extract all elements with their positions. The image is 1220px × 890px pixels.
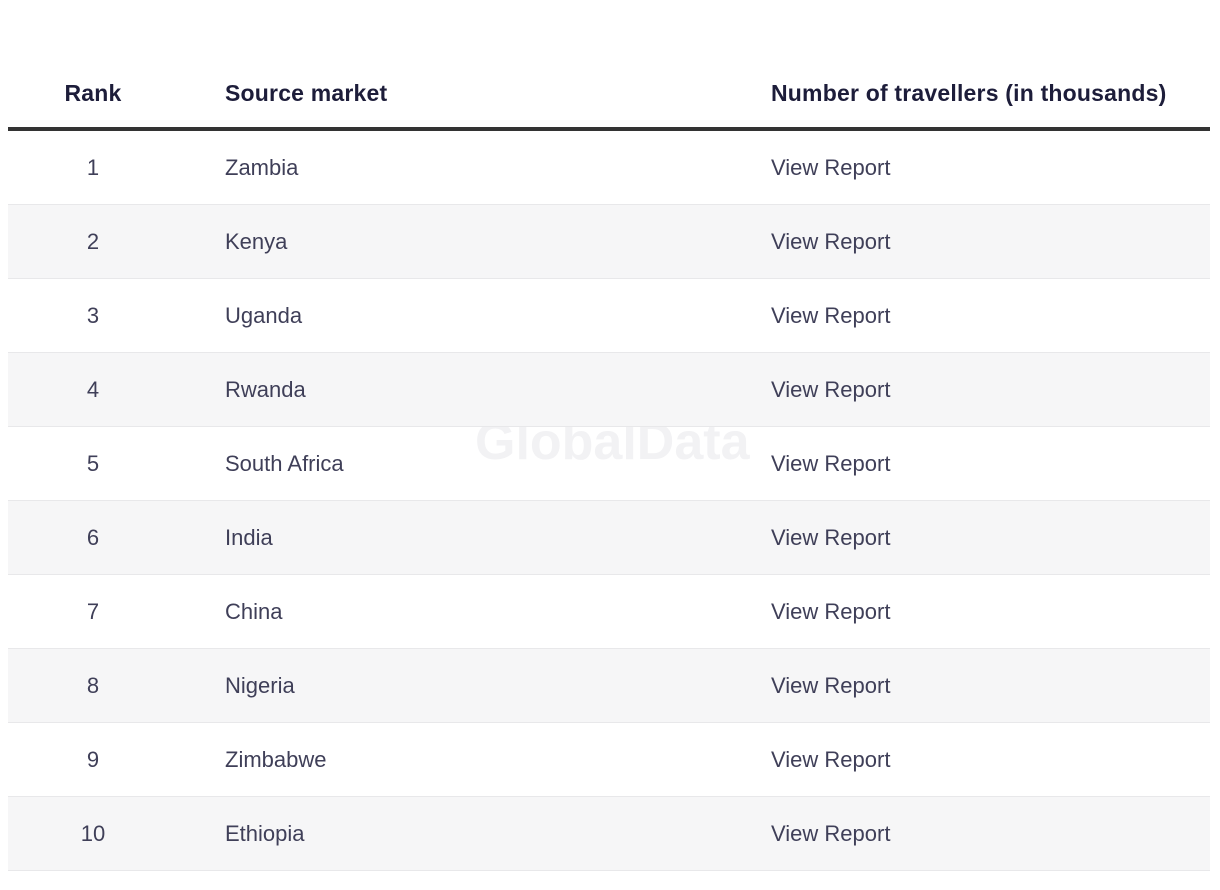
market-cell: Nigeria (178, 648, 716, 723)
rank-cell: 6 (8, 500, 178, 575)
column-header-travellers: Number of travellers (in thousands) (716, 60, 1210, 131)
market-cell: China (178, 574, 716, 649)
table-header: Rank Source market Number of travellers … (8, 60, 1210, 131)
view-report-link[interactable]: View Report (771, 672, 891, 698)
rank-cell: 2 (8, 204, 178, 279)
view-report-link[interactable]: View Report (771, 228, 891, 254)
value-cell: View Report (716, 426, 1210, 501)
market-cell: South Africa (178, 426, 716, 501)
value-cell: View Report (716, 500, 1210, 575)
market-cell: Ethiopia (178, 796, 716, 871)
value-cell: View Report (716, 722, 1210, 797)
rank-cell: 4 (8, 352, 178, 427)
value-cell: View Report (716, 204, 1210, 279)
rank-cell: 3 (8, 278, 178, 353)
table-row: 6 India View Report (8, 500, 1210, 575)
rank-cell: 9 (8, 722, 178, 797)
view-report-link[interactable]: View Report (771, 820, 891, 846)
table-row: 3 Uganda View Report (8, 278, 1210, 353)
market-cell: Zimbabwe (178, 722, 716, 797)
table-row: 4 Rwanda View Report (8, 352, 1210, 427)
column-header-rank: Rank (8, 60, 178, 131)
value-cell: View Report (716, 129, 1210, 205)
value-cell: View Report (716, 648, 1210, 723)
rank-cell: 1 (8, 129, 178, 205)
table-row: 2 Kenya View Report (8, 204, 1210, 279)
table-row: 10 Ethiopia View Report (8, 796, 1210, 871)
travellers-table: Rank Source market Number of travellers … (8, 60, 1210, 871)
value-cell: View Report (716, 352, 1210, 427)
market-cell: Kenya (178, 204, 716, 279)
value-cell: View Report (716, 278, 1210, 353)
rank-cell: 7 (8, 574, 178, 649)
value-cell: View Report (716, 796, 1210, 871)
view-report-link[interactable]: View Report (771, 302, 891, 328)
table-row: 8 Nigeria View Report (8, 648, 1210, 723)
rank-cell: 10 (8, 796, 178, 871)
table-body: 1 Zambia View Report 2 Kenya View Report… (8, 129, 1210, 871)
table-row: 5 South Africa View Report (8, 426, 1210, 501)
market-cell: India (178, 500, 716, 575)
view-report-link[interactable]: View Report (771, 376, 891, 402)
view-report-link[interactable]: View Report (771, 450, 891, 476)
view-report-link[interactable]: View Report (771, 154, 891, 180)
table-row: 1 Zambia View Report (8, 129, 1210, 205)
table-row: 9 Zimbabwe View Report (8, 722, 1210, 797)
header-row: Rank Source market Number of travellers … (8, 60, 1210, 131)
view-report-link[interactable]: View Report (771, 598, 891, 624)
value-cell: View Report (716, 574, 1210, 649)
table-row: 7 China View Report (8, 574, 1210, 649)
travellers-table-container: Rank Source market Number of travellers … (8, 60, 1210, 871)
market-cell: Zambia (178, 129, 716, 205)
column-header-source-market: Source market (178, 60, 716, 131)
rank-cell: 8 (8, 648, 178, 723)
view-report-link[interactable]: View Report (771, 524, 891, 550)
view-report-link[interactable]: View Report (771, 746, 891, 772)
market-cell: Uganda (178, 278, 716, 353)
rank-cell: 5 (8, 426, 178, 501)
market-cell: Rwanda (178, 352, 716, 427)
